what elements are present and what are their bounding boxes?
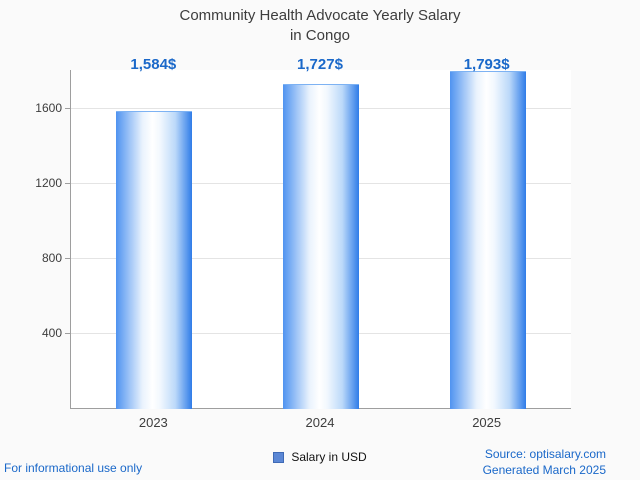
- y-axis-tick: [65, 332, 71, 334]
- plot-area: [65, 70, 571, 409]
- legend-salary-in-usd[interactable]: Salary in USD: [0, 450, 640, 464]
- generated-date: Generated March 2025: [482, 463, 606, 478]
- y-axis-tick-label: 400: [41, 325, 62, 340]
- bar-2023: [116, 110, 193, 409]
- chart-title-line1: Community Health Advocate Yearly Salary: [179, 7, 461, 24]
- value-label-2023: 1,584$: [130, 56, 177, 73]
- x-axis-label-2024: 2024: [305, 415, 335, 430]
- bar-2024: [283, 83, 359, 409]
- disclaimer-text: For informational use only: [4, 461, 143, 475]
- footer-source-block: Source: optisalary.com Generated March 2…: [483, 446, 606, 478]
- bar-2025: [449, 71, 526, 409]
- chart-title-line2: in Congo: [289, 26, 351, 44]
- value-label-2025: 1,793$: [463, 56, 510, 73]
- legend-label: Salary in USD: [291, 450, 367, 464]
- x-axis-label-2025: 2025: [472, 415, 502, 430]
- y-axis-tick: [65, 182, 71, 184]
- y-axis-tick: [65, 107, 71, 109]
- y-axis-tick: [65, 257, 71, 259]
- value-label-2024: 1,727$: [297, 56, 343, 73]
- y-axis-labels: 400 800 1200 1600: [0, 0, 62, 480]
- y-axis-tick-label: 1200: [35, 175, 62, 190]
- y-axis-tick-label: 1600: [35, 100, 62, 115]
- source-link[interactable]: Source: optisalary.com: [484, 447, 606, 461]
- x-axis-label-2023: 2023: [138, 415, 168, 430]
- chart-title: Community Health Advocate Yearly Salary …: [0, 6, 640, 45]
- legend-swatch-icon: [273, 451, 285, 463]
- y-axis-tick-label: 800: [41, 250, 62, 265]
